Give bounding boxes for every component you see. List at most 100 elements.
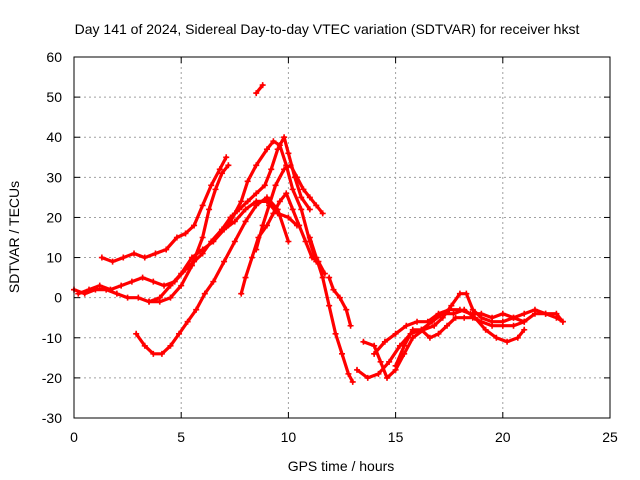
data-point	[289, 186, 296, 193]
data-series	[71, 82, 566, 385]
data-point	[152, 250, 159, 257]
y-tick-label: 0	[54, 290, 62, 306]
data-point	[161, 282, 168, 289]
data-point	[281, 166, 288, 173]
data-point	[178, 270, 185, 277]
data-point	[289, 206, 296, 213]
data-point	[199, 202, 206, 209]
data-point	[456, 306, 463, 313]
data-point	[287, 162, 294, 169]
data-point	[467, 310, 474, 317]
markers-track-4	[133, 194, 292, 357]
data-point	[242, 274, 249, 281]
data-point	[469, 314, 476, 321]
data-point	[253, 198, 260, 205]
data-point	[150, 350, 157, 357]
data-point	[276, 142, 283, 149]
data-point	[212, 186, 219, 193]
y-tick-labels: -30 -20 -10 0 10 20 30 40 50 60	[42, 49, 62, 426]
data-point	[163, 246, 170, 253]
data-point	[259, 222, 266, 229]
data-point	[281, 134, 288, 141]
data-point	[431, 322, 438, 329]
data-point	[521, 326, 528, 333]
data-point	[139, 274, 146, 281]
data-point	[285, 214, 292, 221]
data-point	[403, 322, 410, 329]
data-point	[521, 310, 528, 317]
y-tick-label: -20	[42, 370, 62, 386]
data-point	[283, 190, 290, 197]
y-tick-label: -10	[42, 330, 62, 346]
data-point	[409, 326, 416, 333]
markers-track-1	[71, 162, 232, 305]
data-point	[259, 82, 266, 89]
data-point	[285, 150, 292, 157]
data-point	[559, 318, 566, 325]
data-point	[141, 342, 148, 349]
data-point	[113, 290, 120, 297]
markers-track-8	[253, 162, 326, 253]
x-tick-label: 5	[177, 429, 185, 445]
data-point	[238, 198, 245, 205]
data-point	[266, 202, 273, 209]
data-point	[478, 310, 485, 317]
data-point	[210, 278, 217, 285]
data-point	[448, 302, 455, 309]
data-point	[223, 154, 230, 161]
series-track-6	[239, 191, 327, 296]
data-point	[167, 282, 174, 289]
data-point	[298, 194, 305, 201]
data-point	[231, 218, 238, 225]
data-point	[208, 182, 215, 189]
data-point	[392, 362, 399, 369]
data-point	[319, 274, 326, 281]
data-point	[409, 334, 416, 341]
data-point	[418, 326, 425, 333]
data-point	[167, 342, 174, 349]
data-point	[131, 250, 138, 257]
x-tick-label: 15	[388, 429, 404, 445]
data-point	[319, 210, 326, 217]
x-axis-label: GPS time / hours	[288, 458, 395, 474]
data-point	[128, 278, 135, 285]
data-point	[345, 370, 352, 377]
data-point	[354, 366, 361, 373]
grid-lines	[74, 57, 610, 418]
data-point	[392, 330, 399, 337]
data-point	[306, 234, 313, 241]
data-point	[191, 222, 198, 229]
data-point	[218, 170, 225, 177]
data-point	[300, 186, 307, 193]
data-point	[531, 310, 538, 317]
data-point	[401, 342, 408, 349]
data-point	[384, 374, 391, 381]
data-point	[210, 238, 217, 245]
data-point	[452, 314, 459, 321]
data-point	[293, 174, 300, 181]
series-track-9	[308, 235, 355, 384]
data-point	[268, 166, 275, 173]
markers-track-11	[253, 82, 266, 97]
data-point	[156, 294, 163, 301]
data-point	[216, 166, 223, 173]
data-point	[263, 146, 270, 153]
data-point	[201, 290, 208, 297]
data-point	[478, 318, 485, 325]
data-point	[343, 306, 350, 313]
data-point	[248, 254, 255, 261]
data-point	[336, 294, 343, 301]
x-tick-label: 20	[495, 429, 511, 445]
data-point	[75, 290, 82, 297]
data-point	[482, 326, 489, 333]
series-track-11	[254, 83, 265, 95]
data-point	[182, 230, 189, 237]
data-point	[364, 374, 371, 381]
data-point	[469, 306, 476, 313]
data-point	[296, 222, 303, 229]
x-tick-label: 0	[70, 429, 78, 445]
data-point	[133, 330, 140, 337]
data-point	[444, 322, 451, 329]
data-point	[231, 238, 238, 245]
data-point	[225, 162, 232, 169]
